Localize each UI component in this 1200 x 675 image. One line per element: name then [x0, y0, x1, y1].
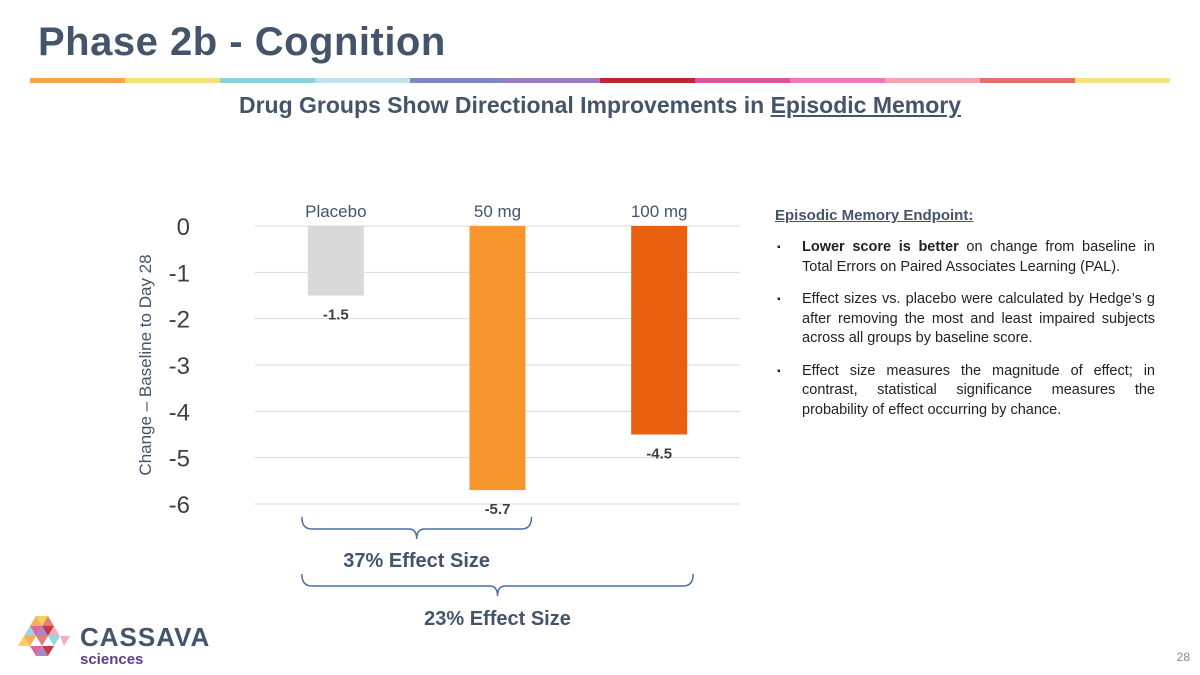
color-strip-segment	[600, 78, 696, 83]
color-strip	[30, 78, 1170, 83]
y-axis-label: Change – Baseline to Day 28	[136, 254, 155, 475]
notes-heading: Episodic Memory Endpoint:	[775, 207, 974, 224]
effect-size-label: 37% Effect Size	[343, 550, 490, 572]
logo-triangle	[24, 636, 36, 646]
color-strip-segment	[505, 78, 601, 83]
logo-triangle	[30, 646, 42, 656]
bullet-marker: ▪	[777, 294, 781, 305]
color-strip-segment	[885, 78, 981, 83]
color-strip-segment	[315, 78, 411, 83]
logo-triangle	[24, 626, 36, 636]
notes-bullet-2: ▪ Effect sizes vs. placebo were calculate…	[775, 290, 1155, 349]
slide-subtitle: Drug Groups Show Directional Improvement…	[0, 92, 1200, 119]
bullet-marker: ▪	[777, 242, 781, 253]
data-label: -1.5	[323, 307, 349, 324]
color-strip-segment	[980, 78, 1076, 83]
bar	[631, 226, 688, 435]
subtitle-prefix: Drug Groups Show Directional Improvement…	[238, 92, 771, 118]
logo-triangle	[36, 616, 48, 626]
color-strip-segment	[790, 78, 886, 83]
bar	[307, 226, 364, 296]
bar-chart: 0 -1 -2 -3 -4 -5 -6 Change – Baseline to Day 28…	[136, 202, 740, 630]
bullet-marker: ▪	[777, 365, 781, 377]
logo-triangle	[30, 626, 42, 636]
logo-triangle	[60, 636, 70, 646]
notes-bullet-3: ▪ Effect size measures the magnitude of e…	[775, 362, 1155, 421]
logo-triangle	[36, 626, 48, 636]
logo-triangle	[48, 626, 60, 636]
color-strip-segment	[410, 78, 506, 83]
color-strip-segment	[30, 78, 126, 83]
logo-triangle	[36, 636, 48, 646]
color-strip-segment	[1075, 78, 1170, 83]
effect-size-label: 23% Effect Size	[424, 608, 571, 630]
color-strip-segment	[220, 78, 316, 83]
notes-bullet-1: ▪ Lower score is better on change from ba…	[775, 238, 1155, 277]
effect-size-bracket	[301, 573, 694, 597]
logo-name-secondary: sciences	[80, 651, 143, 668]
logo-triangle	[36, 646, 48, 656]
notes-bullet-2-text: Effect sizes vs. placebo were calculated…	[802, 291, 1155, 346]
notes-list: ▪ Lower score is better on change from ba…	[775, 238, 1155, 420]
logo-triangles	[18, 616, 70, 656]
category-label: 100 mg	[631, 202, 688, 221]
slide-title: Phase 2b - Cognition	[38, 20, 446, 64]
logo-triangle	[30, 616, 42, 626]
y-tick-label: 0	[177, 214, 190, 241]
cassava-logo: CASSAVA sciences	[18, 616, 210, 668]
y-tick-label: -1	[169, 260, 190, 287]
color-strip-segment	[695, 78, 791, 83]
notes-bullet-3-text: Effect size measures the magnitude of ef…	[802, 362, 1155, 418]
notes-bullet-1-bold: Lower score is better	[802, 239, 959, 255]
data-label: -5.7	[485, 501, 511, 518]
logo-triangle	[42, 616, 54, 626]
data-label: -4.5	[646, 446, 672, 463]
y-tick-label: -4	[169, 399, 190, 426]
bar	[469, 226, 526, 491]
page-number: 28	[1176, 650, 1190, 664]
y-tick-label: -6	[169, 492, 190, 519]
y-tick-label: -2	[169, 307, 190, 334]
logo-triangle	[42, 646, 54, 656]
y-tick-label: -3	[169, 353, 190, 380]
logo-triangle	[18, 636, 30, 646]
logo-triangle	[42, 626, 54, 636]
category-label: Placebo	[305, 202, 366, 221]
notes-bullet-1-text: on change from baseline in Total Errors …	[802, 239, 1155, 275]
logo-name-primary: CASSAVA	[80, 622, 210, 652]
logo-triangle	[48, 636, 60, 646]
effect-size-bracket	[301, 516, 533, 540]
y-tick-label: -5	[169, 446, 190, 473]
color-strip-segment	[125, 78, 221, 83]
notes-panel: Episodic Memory Endpoint: ▪ Lower score i…	[775, 207, 1155, 433]
category-label: 50 mg	[474, 202, 521, 221]
subtitle-emphasis: Episodic Memory	[770, 92, 962, 118]
